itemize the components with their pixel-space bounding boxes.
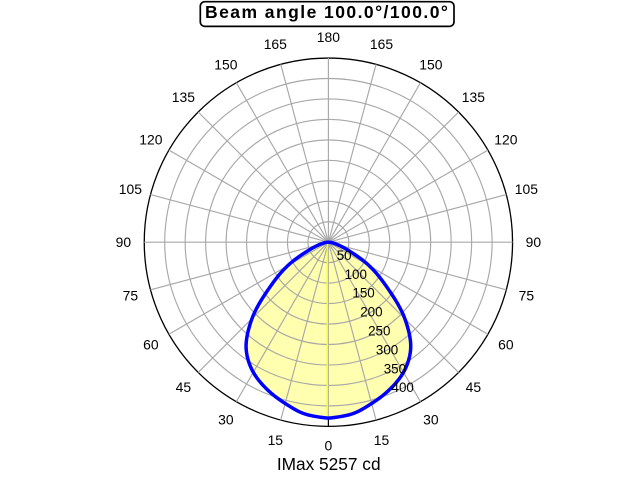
svg-text:105: 105 <box>119 181 142 197</box>
svg-text:100: 100 <box>345 267 367 282</box>
svg-text:165: 165 <box>370 36 393 52</box>
svg-text:45: 45 <box>176 379 192 395</box>
svg-text:135: 135 <box>172 89 195 105</box>
svg-text:IMax 5257 cd: IMax 5257 cd <box>277 454 381 474</box>
svg-text:150: 150 <box>214 57 237 73</box>
svg-text:300: 300 <box>376 342 398 357</box>
svg-text:60: 60 <box>143 337 159 353</box>
svg-text:15: 15 <box>374 432 390 448</box>
svg-text:120: 120 <box>139 132 162 148</box>
svg-text:150: 150 <box>419 57 442 73</box>
svg-text:400: 400 <box>392 380 414 395</box>
svg-text:120: 120 <box>494 132 517 148</box>
svg-text:180: 180 <box>317 29 340 45</box>
svg-text:105: 105 <box>515 181 538 197</box>
svg-text:45: 45 <box>466 379 482 395</box>
svg-text:200: 200 <box>360 305 382 320</box>
svg-text:15: 15 <box>268 432 284 448</box>
svg-text:Beam angle 100.0°/100.0°: Beam angle 100.0°/100.0° <box>205 2 449 22</box>
svg-text:165: 165 <box>264 36 287 52</box>
svg-text:250: 250 <box>368 324 390 339</box>
svg-text:60: 60 <box>498 337 514 353</box>
svg-text:50: 50 <box>337 248 352 263</box>
svg-text:30: 30 <box>423 412 439 428</box>
svg-text:75: 75 <box>123 287 139 303</box>
svg-text:90: 90 <box>526 234 542 250</box>
svg-text:30: 30 <box>218 412 234 428</box>
svg-text:150: 150 <box>352 286 374 301</box>
svg-text:350: 350 <box>384 361 406 376</box>
svg-text:90: 90 <box>116 234 132 250</box>
svg-text:75: 75 <box>519 287 535 303</box>
svg-text:135: 135 <box>462 89 485 105</box>
svg-text:0: 0 <box>325 437 333 453</box>
